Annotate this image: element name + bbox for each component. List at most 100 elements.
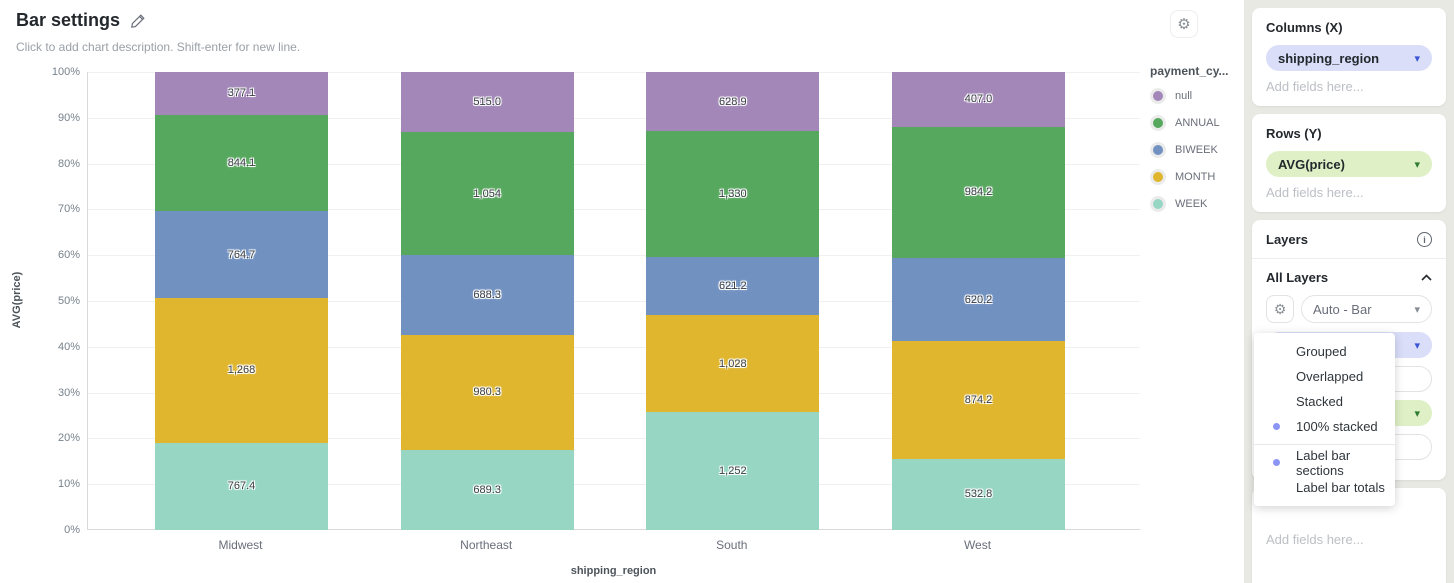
bar-segment-west-biweek[interactable]: 620.2 <box>892 258 1065 342</box>
layer-type-value: Auto - Bar <box>1313 301 1372 317</box>
layer-type-select[interactable]: Auto - Bar ▾ <box>1301 295 1432 323</box>
menu-item-overlapped[interactable]: Overlapped <box>1296 369 1364 384</box>
legend-title: payment_cy... <box>1150 64 1229 78</box>
legend-item-biweek[interactable]: BIWEEK <box>1150 142 1242 158</box>
bar-segment-midwest-week[interactable]: 767.4 <box>155 442 328 530</box>
bar-segment-midwest-biweek[interactable]: 764.7 <box>155 211 328 299</box>
y-tick-label: 20% <box>57 432 80 445</box>
bar-segment-northeast-biweek[interactable]: 688.3 <box>400 254 574 336</box>
legend-label: WEEK <box>1175 198 1208 210</box>
menu-item-grouped[interactable]: Grouped <box>1296 344 1347 359</box>
layers-title: Layers <box>1266 232 1308 247</box>
bar-value-label: 1,054 <box>473 187 501 200</box>
columns-x-card: Columns (X) shipping_region ▾ Add fields… <box>1252 8 1446 106</box>
menu-item-100-stacked[interactable]: 100% stacked <box>1254 414 1395 439</box>
gridline <box>88 346 1140 348</box>
bar-value-label: 688.3 <box>473 289 501 302</box>
gridline <box>88 301 1140 302</box>
chevron-down-icon: ▾ <box>1414 303 1420 316</box>
bar-value-label: 689.3 <box>473 483 501 496</box>
columns-x-add-fields[interactable]: Add fields here... <box>1266 79 1364 94</box>
y-tick-label: 60% <box>57 249 80 262</box>
bar-segment-northeast-month[interactable]: 980.3 <box>400 335 574 450</box>
y-tick-label: 30% <box>57 386 80 399</box>
bar-segment-south-biweek[interactable]: 621.2 <box>646 256 820 316</box>
gridline <box>88 255 1140 257</box>
legend-label: ANNUAL <box>1175 117 1220 129</box>
menu-item-label-bar-sections[interactable]: Label bar sections <box>1254 448 1395 478</box>
chevron-down-icon[interactable]: ▾ <box>1414 158 1420 171</box>
bar-value-label: 532.8 <box>964 488 993 501</box>
legend-label: BIWEEK <box>1175 144 1218 156</box>
bar-segment-northeast-null[interactable]: 515.0 <box>400 72 574 133</box>
bar-segment-south-month[interactable]: 1,028 <box>646 315 820 412</box>
legend-item-annual[interactable]: ANNUAL <box>1150 115 1242 131</box>
bar-style-menu: Grouped Overlapped Stacked 100% stacked Lab… <box>1254 333 1395 506</box>
y-tick-label: 50% <box>57 295 80 307</box>
bar-segment-south-null[interactable]: 628.9 <box>646 72 820 132</box>
bar-value-label: 980.3 <box>473 386 501 399</box>
legend-dot-icon <box>1150 169 1166 185</box>
bar-segment-northeast-week[interactable]: 689.3 <box>400 449 574 530</box>
y-tick-label: 10% <box>57 478 80 491</box>
x-tick-label: Northeast <box>460 538 513 552</box>
legend-item-month[interactable]: MONTH <box>1150 169 1242 185</box>
gridline <box>88 117 1140 119</box>
gridline <box>88 392 1140 394</box>
bar-value-label: 620.2 <box>964 293 993 306</box>
legend-label: null <box>1175 90 1193 102</box>
info-icon[interactable]: i <box>1417 232 1432 247</box>
menu-item-label-bar-totals[interactable]: Label bar totals <box>1296 480 1385 495</box>
bar-value-label: 1,330 <box>719 187 747 200</box>
all-layers-label: All Layers <box>1266 270 1329 285</box>
bar-segment-west-month[interactable]: 874.2 <box>892 341 1065 459</box>
rows-y-field-pill[interactable]: AVG(price) ▾ <box>1266 151 1432 177</box>
chart-title[interactable]: Bar settings <box>16 10 121 30</box>
bar-segment-south-annual[interactable]: 1,330 <box>646 131 820 257</box>
extra-add-fields[interactable]: Add fields here... <box>1266 532 1364 547</box>
bar-segment-south-week[interactable]: 1,252 <box>646 412 820 530</box>
y-tick-label: 90% <box>57 111 80 124</box>
bar-segment-west-null[interactable]: 407.0 <box>892 72 1065 127</box>
chevron-down-icon[interactable]: ▾ <box>1414 407 1420 420</box>
x-tick-label: South <box>716 538 748 552</box>
columns-x-field-pill[interactable]: shipping_region ▾ <box>1266 45 1432 71</box>
bar-value-label: 767.4 <box>227 480 256 493</box>
legend-item-null[interactable]: null <box>1150 88 1242 104</box>
y-tick-label: 80% <box>57 157 80 170</box>
bar-segment-midwest-month[interactable]: 1,268 <box>155 298 328 443</box>
legend-dot-icon <box>1150 88 1166 104</box>
gridline <box>88 438 1140 440</box>
bar-segment-west-week[interactable]: 532.8 <box>892 458 1065 530</box>
chevron-down-icon[interactable]: ▾ <box>1414 52 1420 65</box>
bar-segment-west-annual[interactable]: 984.2 <box>892 126 1065 259</box>
bar-segment-northeast-annual[interactable]: 1,054 <box>400 132 574 255</box>
edit-pencil-icon[interactable] <box>130 13 146 29</box>
columns-x-field-label: shipping_region <box>1278 50 1380 66</box>
chevron-up-icon[interactable] <box>1421 274 1432 281</box>
y-tick-label: 100% <box>51 66 80 78</box>
chart-panel: Bar settings Click to add chart descript… <box>11 10 1242 577</box>
bar-value-label: 874.2 <box>964 394 993 407</box>
chevron-down-icon[interactable]: ▾ <box>1414 339 1420 352</box>
chart-description-placeholder[interactable]: Click to add chart description. Shift-en… <box>16 40 301 54</box>
y-tick-label: 40% <box>57 340 80 353</box>
bar-value-label: 1,028 <box>719 357 747 370</box>
y-tick-label: 70% <box>57 203 80 216</box>
layer-settings-gear-icon[interactable]: ⚙ <box>1266 295 1294 323</box>
bar-value-label: 1,252 <box>719 464 747 477</box>
columns-x-title: Columns (X) <box>1266 20 1343 35</box>
bar-segment-midwest-annual[interactable]: 844.1 <box>155 114 328 212</box>
legend-item-week[interactable]: WEEK <box>1150 196 1242 212</box>
menu-item-stacked[interactable]: Stacked <box>1296 394 1343 409</box>
bar-segment-midwest-null[interactable]: 377.1 <box>155 72 328 115</box>
bar-value-label: 984.2 <box>964 186 993 199</box>
rows-y-add-fields[interactable]: Add fields here... <box>1266 185 1364 200</box>
legend-dot-icon <box>1150 196 1166 212</box>
legend: payment_cy... null ANNUAL BIWEEK MONTH WEEK <box>1150 64 1242 223</box>
bar-value-label: 764.7 <box>227 248 256 261</box>
rows-y-title: Rows (Y) <box>1266 126 1322 141</box>
x-tick-label: West <box>963 538 992 552</box>
chart-settings-gear-icon[interactable]: ⚙ <box>1170 10 1198 38</box>
